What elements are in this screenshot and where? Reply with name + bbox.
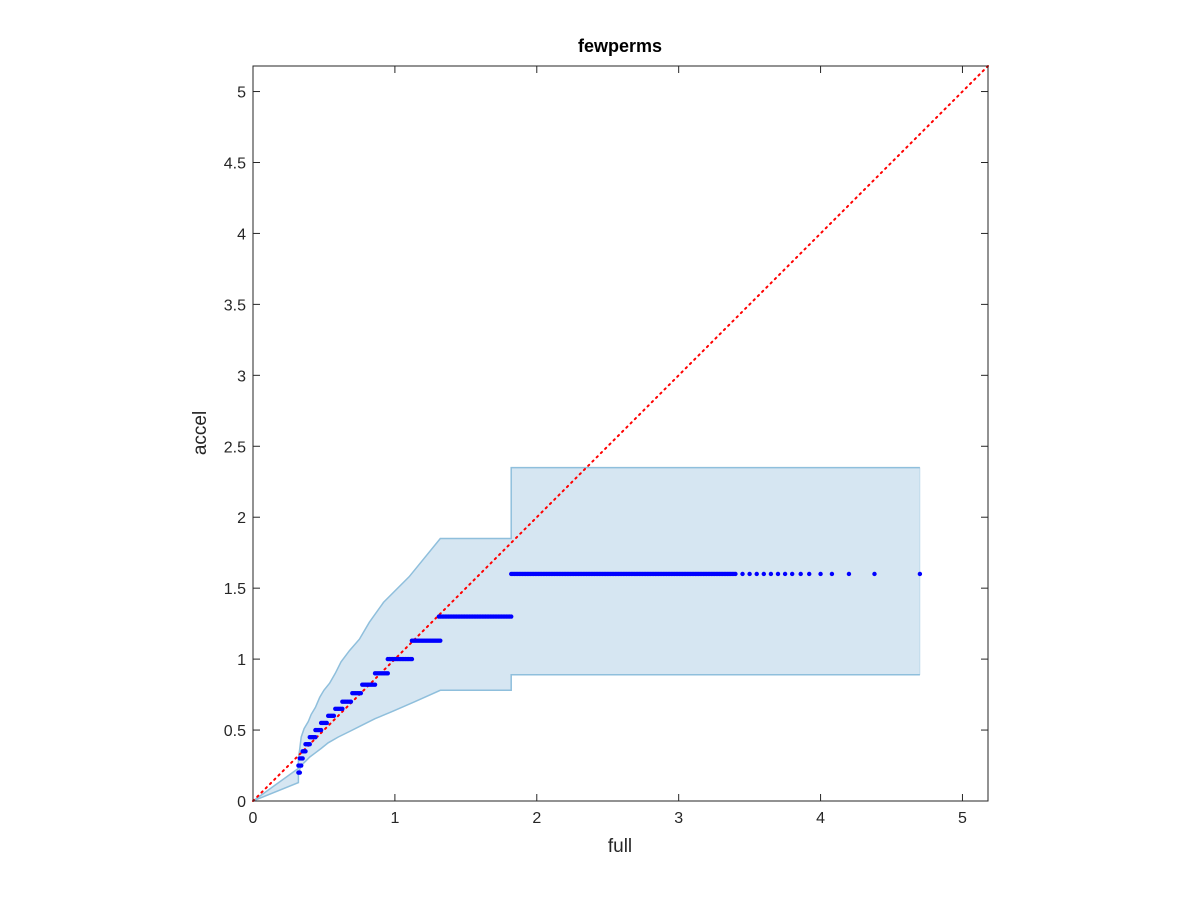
data-point <box>307 742 312 747</box>
data-point <box>917 571 923 577</box>
data-point <box>385 671 390 676</box>
y-tick-label: 2 <box>237 510 246 527</box>
data-point <box>789 571 795 577</box>
data-point <box>818 571 823 577</box>
data-point <box>300 756 305 761</box>
data-point <box>747 571 752 577</box>
data-point <box>409 656 415 662</box>
data-point <box>358 690 364 696</box>
data-point <box>313 734 318 740</box>
band-upper-edge <box>252 466 920 802</box>
data-points <box>296 571 923 775</box>
x-tick-label: 4 <box>816 810 825 827</box>
y-tick-label: 4 <box>237 226 246 243</box>
data-point <box>775 571 781 577</box>
data-point <box>348 699 354 704</box>
y-tick-label: 0 <box>237 794 246 811</box>
data-point <box>299 763 304 768</box>
data-point <box>324 720 329 726</box>
data-point <box>303 749 308 754</box>
y-tick-label: 1.5 <box>224 581 246 598</box>
y-tick-label: 3 <box>237 368 246 385</box>
x-tick-label: 0 <box>249 810 258 827</box>
chart-title: fewperms <box>578 36 662 56</box>
data-point <box>297 770 303 775</box>
data-point <box>782 571 788 577</box>
data-point <box>768 571 774 577</box>
x-tick-label: 1 <box>390 810 399 827</box>
reference-line <box>252 65 989 802</box>
axes-box <box>252 65 989 802</box>
x-tick-label: 2 <box>532 810 541 827</box>
identity-line <box>252 65 989 802</box>
data-point <box>872 571 877 577</box>
y-tick-label: 2.5 <box>224 439 246 456</box>
y-tick-label: 4.5 <box>224 155 246 172</box>
data-point <box>846 571 852 577</box>
data-point <box>340 706 345 711</box>
x-tick-label: 3 <box>674 810 683 827</box>
data-point <box>761 571 767 577</box>
data-point <box>438 638 443 643</box>
data-point <box>754 571 759 577</box>
y-axis-label: accel <box>190 411 211 455</box>
data-point <box>509 614 514 619</box>
data-point <box>829 571 835 577</box>
data-point <box>798 571 803 577</box>
data-point <box>372 682 378 687</box>
data-point <box>807 571 812 577</box>
axis-ticks: 0 1 2 3 4 5 0 0.5 1 1.5 2 2.5 3 3.5 4 4.5 5 <box>224 66 988 827</box>
y-tick-label: 5 <box>237 85 246 102</box>
data-point <box>331 713 337 719</box>
y-tick-label: 0.5 <box>224 723 246 740</box>
data-point <box>318 727 324 733</box>
x-axis-label: full <box>608 836 632 857</box>
data-point <box>740 571 745 577</box>
y-tick-label: 1 <box>237 652 246 669</box>
band-fill <box>253 467 920 801</box>
y-tick-label: 3.5 <box>224 297 246 314</box>
data-point <box>733 571 738 577</box>
x-tick-label: 5 <box>958 810 967 827</box>
